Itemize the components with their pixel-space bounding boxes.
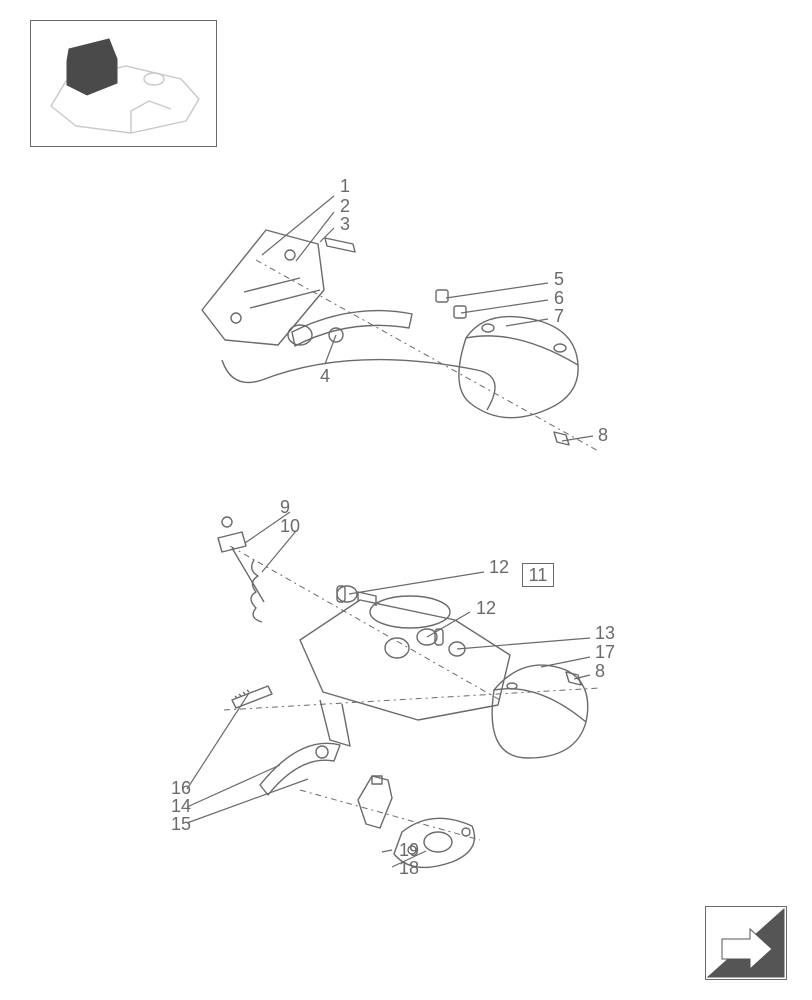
callout-12: 12 — [489, 558, 509, 576]
callout-16: 16 — [171, 779, 191, 797]
callout-13: 13 — [595, 624, 615, 642]
next-page-icon[interactable] — [705, 906, 787, 980]
callout-14: 14 — [171, 797, 191, 815]
callout-8: 8 — [598, 426, 608, 444]
callout-12: 12 — [476, 599, 496, 617]
callout-9: 9 — [280, 498, 290, 516]
callout-6: 6 — [554, 289, 564, 307]
callout-15: 15 — [171, 815, 191, 833]
callout-1: 1 — [340, 177, 350, 195]
callout-17: 17 — [595, 643, 615, 661]
callout-5: 5 — [554, 270, 564, 288]
callout-box-11: 11 — [522, 563, 554, 587]
callout-10: 10 — [280, 517, 300, 535]
parts-diagram-page: 11 123567489101212131781614151918 — [0, 0, 812, 1000]
callout-8: 8 — [595, 662, 605, 680]
callout-19: 19 — [399, 841, 419, 859]
callout-2: 2 — [340, 197, 350, 215]
callout-3: 3 — [340, 215, 350, 233]
callout-18: 18 — [399, 859, 419, 877]
callout-4: 4 — [320, 367, 330, 385]
callout-7: 7 — [554, 307, 564, 325]
